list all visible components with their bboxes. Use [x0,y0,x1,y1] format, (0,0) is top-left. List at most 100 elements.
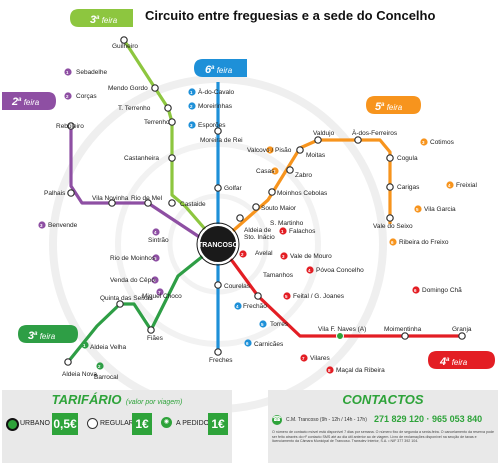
label-reboleiro: Reboleiro [56,123,84,130]
label-vale-de-mouro: Vale de Mouro [290,253,332,260]
label-aldeia-sto-inacio-2: Sto. Inácio [244,234,275,241]
regular-icon [87,418,98,429]
label-quinta-das-seixas: Quinta das Seixas [100,295,154,302]
line-purple [69,126,211,246]
badge-2a-feira: 2a feira [2,92,56,110]
svg-text:8: 8 [328,368,331,373]
label-castanheira: Castanheira [124,155,159,162]
stop-t-terrenho [164,104,172,112]
label-vale-do-seixo: Vale do Seixo [373,223,413,230]
stop-vila-novinha [108,199,116,207]
label-a-dos-ferreiros: À-dos-Ferreiros [352,128,398,137]
contact-name: C.M. Trancoso (9h - 12h / 14h - 17h) [286,417,367,423]
label-cogula: Cogula [397,155,418,162]
label-courelas: Courelas [224,283,251,290]
label-falachos: Falachos [289,228,316,235]
stop-carigas [386,183,394,191]
urbano-icon [6,418,19,431]
station-labels: Guilheiro Mendo Gordo T. Terrenho Terren… [44,43,478,381]
demand-stops-red: 1 2 3 4 5 6 7 8 [239,227,420,374]
label-castaide: Castaide [180,201,206,208]
hub-label: TRANCOSO [198,242,239,249]
a-pedido-price: 1€ [208,413,228,435]
label-freixial: Freixial [456,182,478,189]
label-vila-novinha: Vila Novinha [92,195,129,202]
contact-phone: 271 829 120 · 965 053 840 [374,414,483,424]
label-t-terrenho: T. Terrenho [118,105,151,112]
stop-mendo-gordo [151,84,159,92]
label-macal-da-ribeira: Maçal da Ribeira [336,367,385,374]
svg-text:3: 3 [40,223,43,228]
svg-text:2: 2 [66,94,69,99]
stop-tamanhos [254,292,262,300]
stop-a-dos-ferreiros [354,136,362,144]
stop-moitas [296,146,304,154]
urbano-price: 0,5€ [52,413,78,435]
label-sintrao: Sintrão [148,237,169,244]
label-golfar: Golfar [224,185,243,192]
tarifario-title: TARIFÁRIO [51,392,122,407]
label-rio-de-moinhos: Rio de Moinhos [110,255,156,262]
label-vila-garcia: Vila Garcia [424,206,456,213]
svg-text:1: 1 [281,229,284,234]
label-granja: Granja [452,326,472,333]
contactos-title: CONTACTOS [342,392,424,407]
badge-6a-feira: 6a feira [194,59,247,77]
stop-vila-f-naves [336,332,344,340]
label-cotimos: Cotimos [430,139,455,146]
label-torres: Torres [270,321,289,328]
label-carigas: Carigas [397,184,420,191]
demand-stops-blue: 1 2 3 4 5 6 [188,88,267,347]
demand-stops-orange: 1 2 3 4 5 6 [266,138,454,246]
svg-text:5a feira: 5a feira [375,101,403,113]
svg-text:1: 1 [83,343,86,348]
label-aldeia-velha: Aldeia Velha [90,344,127,351]
label-povoa-concelho: Póvoa Concelho [316,267,364,274]
svg-text:7: 7 [158,290,161,295]
label-valcovo-pisao: Valcovo / Pisão [247,147,292,154]
label-valdujo: Valdujo [313,130,335,137]
stop-aldeia-sto-inacio [236,214,244,222]
svg-text:5: 5 [261,322,264,327]
svg-text:2: 2 [98,364,101,369]
label-s-martinho: S. Martinho [270,220,304,227]
svg-text:4a feira: 4a feira [439,356,468,368]
svg-text:1: 1 [190,90,193,95]
phone-icon: ☎ [272,415,282,425]
svg-text:6: 6 [391,240,394,245]
label-casas: Casas [256,168,275,175]
svg-text:3a feira: 3a feira [28,330,56,342]
svg-text:6: 6 [153,278,156,283]
svg-text:2: 2 [273,169,276,174]
stop-aldeia-nova [64,358,72,366]
badge-4a-feira: 4a feira [428,351,495,369]
label-venda-do-cepo: Venda do Cêpo [110,277,155,284]
stop-moimentinha [401,332,409,340]
label-a-do-cavalo: À-do-Cavalo [198,87,235,96]
label-aldeia-nova: Aldeia Nova [62,371,97,378]
svg-text:5: 5 [416,207,419,212]
stop-fiaes [147,326,155,334]
stop-quinta-das-seixas [116,300,124,308]
label-benvende: Benvende [48,222,78,229]
svg-text:3a feira: 3a feira [90,14,118,26]
stop-castanheira [168,154,176,162]
label-vila-f-naves: Vila F. Naves (A) [318,326,366,333]
svg-text:5: 5 [154,256,157,261]
label-ribeira-do-freixo: Ribeira do Freixo [399,239,449,246]
contact-note: O número de contacto móvel está disponív… [272,430,494,444]
label-guilheiro: Guilheiro [112,43,138,50]
stop-courelas [214,281,222,289]
badge-5a-feira: 5a feira [366,96,421,114]
svg-text:2a feira: 2a feira [11,96,40,108]
label-freches: Freches [209,357,233,364]
stop-moreira-de-rei [214,127,222,135]
label-moreirinhas: Moreirinhas [198,103,233,110]
label-corcas: Corças [76,93,97,100]
svg-text:7: 7 [302,356,305,361]
demand-stops-purple: 1 2 3 4 5 6 7 [38,68,164,296]
urbano-label: URBANO [20,420,50,427]
label-vilares: Vilares [310,355,331,362]
label-palhais: Palhais [44,190,66,197]
